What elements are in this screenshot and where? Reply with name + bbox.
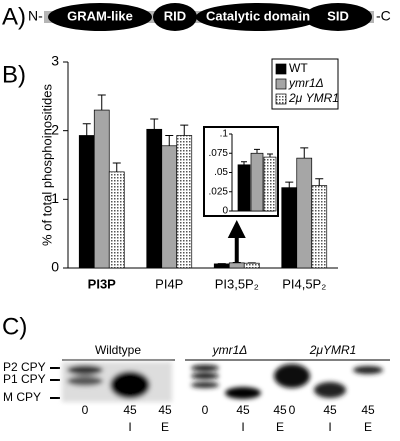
x-tick-label: PI4P bbox=[155, 276, 183, 291]
bar bbox=[162, 146, 177, 268]
error-bar bbox=[98, 95, 106, 110]
legend-swatch bbox=[276, 79, 286, 89]
panel-label: C) bbox=[2, 313, 27, 340]
lane-time: 0 bbox=[82, 403, 89, 417]
lane-fraction: I bbox=[328, 420, 331, 434]
inset-bar bbox=[251, 153, 263, 211]
bar bbox=[229, 263, 244, 268]
x-tick-label: PI3,5P₂ bbox=[215, 276, 259, 291]
n-terminus: N- bbox=[28, 8, 43, 24]
y-axis-label: % of total phosphoinositides bbox=[39, 84, 54, 246]
lane-time: 45 bbox=[273, 403, 287, 417]
lane-fraction: E bbox=[161, 420, 169, 434]
inset-y-tick-label: .075 bbox=[209, 148, 229, 159]
legend-label: WT bbox=[289, 61, 308, 75]
bar bbox=[297, 158, 312, 268]
inset-y-tick-label: 0 bbox=[222, 206, 228, 217]
bar bbox=[244, 263, 259, 268]
error-bar bbox=[150, 119, 158, 129]
bar bbox=[312, 186, 327, 268]
x-tick-label: PI3P bbox=[88, 276, 117, 291]
inset-y-tick-label: .05 bbox=[214, 167, 228, 178]
bands bbox=[62, 362, 383, 402]
y-tick-label: 2 bbox=[51, 121, 59, 137]
marker-label: P1 CPY bbox=[3, 372, 46, 386]
lane-time: 45 bbox=[123, 403, 137, 417]
inset-y-tick-label: .025 bbox=[209, 186, 229, 197]
x-tick-label: PI4,5P₂ bbox=[282, 276, 326, 291]
domain-label: SID bbox=[327, 8, 349, 23]
group-title: ymr1Δ bbox=[212, 343, 248, 357]
c-terminus: -C bbox=[376, 8, 391, 24]
bar-chart: B) % of total phosphoinositides 0 1 2 3 PI3P… bbox=[2, 53, 339, 292]
inset-y-tick-label: .1 bbox=[220, 129, 229, 140]
lane-time: 0 bbox=[289, 403, 296, 417]
lane-time: 45 bbox=[361, 403, 375, 417]
gel: C) Wildtype ymr1Δ 2μYMR1 P2 CPY P1 CPY M… bbox=[2, 313, 390, 404]
error-bar bbox=[180, 125, 188, 135]
lane-time: 45 bbox=[158, 403, 172, 417]
lane-fraction: E bbox=[364, 420, 372, 434]
legend-label: ymr1Δ bbox=[288, 76, 324, 90]
error-bar bbox=[285, 182, 293, 187]
bar bbox=[79, 135, 94, 268]
error-bar bbox=[165, 135, 173, 145]
domain-label: Catalytic domain bbox=[206, 8, 310, 23]
group-title: Wildtype bbox=[95, 343, 141, 357]
lane-fraction: I bbox=[241, 420, 244, 434]
bar bbox=[94, 110, 109, 268]
inset-bar bbox=[264, 157, 276, 211]
lane-fraction: I bbox=[128, 420, 131, 434]
error-bar bbox=[315, 179, 323, 186]
legend-swatch bbox=[276, 64, 286, 74]
y-tick-label: 1 bbox=[51, 190, 59, 206]
panel-label: A) bbox=[2, 3, 26, 30]
lane-time: 45 bbox=[236, 403, 250, 417]
bar bbox=[109, 172, 124, 268]
inset-bar bbox=[238, 165, 250, 211]
domain-label: GRAM-like bbox=[67, 8, 133, 23]
legend-swatch bbox=[276, 94, 286, 104]
panel-label: B) bbox=[2, 61, 26, 88]
bar bbox=[177, 135, 192, 268]
error-bar bbox=[113, 163, 121, 172]
bar bbox=[147, 129, 162, 268]
y-tick-label: 0 bbox=[51, 259, 59, 275]
bar bbox=[282, 188, 297, 268]
lane-fraction: E bbox=[276, 420, 284, 434]
error-bar bbox=[83, 124, 91, 136]
domain-label: RID bbox=[164, 8, 186, 23]
legend-label: 2μ YMR1 bbox=[288, 91, 339, 105]
error-bar bbox=[300, 148, 308, 158]
bar bbox=[214, 264, 229, 268]
inset-arrowhead bbox=[228, 220, 246, 238]
y-tick-label: 3 bbox=[51, 53, 59, 69]
group-title: 2μYMR1 bbox=[309, 343, 357, 357]
marker-label: M CPY bbox=[3, 390, 41, 404]
lane-time: 0 bbox=[202, 403, 209, 417]
lane-time: 45 bbox=[323, 403, 337, 417]
